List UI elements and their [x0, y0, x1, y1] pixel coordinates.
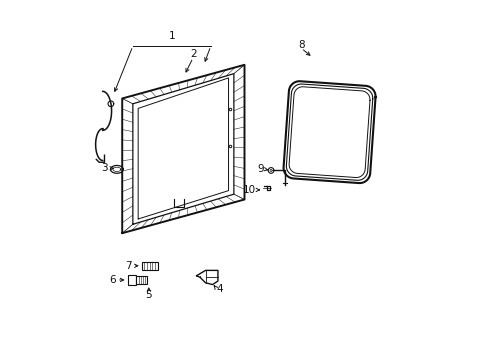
Text: 1: 1 [168, 31, 175, 41]
Text: 3: 3 [101, 163, 107, 173]
Text: 4: 4 [216, 284, 223, 294]
Text: 5: 5 [145, 290, 152, 300]
Bar [142, 262, 157, 270]
Text: 6: 6 [109, 275, 116, 285]
Text: 10: 10 [242, 185, 255, 195]
Text: 9: 9 [257, 165, 263, 174]
Bar [127, 275, 135, 285]
Bar [136, 276, 147, 284]
Text: 8: 8 [297, 40, 304, 50]
Text: 7: 7 [124, 261, 131, 271]
Text: 2: 2 [189, 49, 196, 59]
